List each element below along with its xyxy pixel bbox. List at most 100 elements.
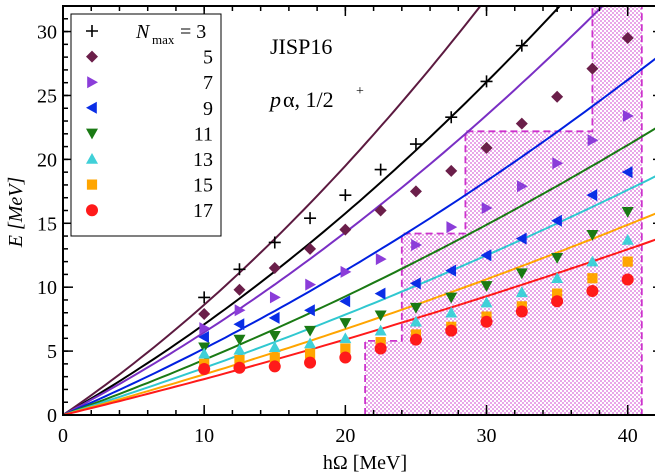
- data-point-nmax-5: [515, 117, 528, 130]
- data-point-nmax-9: [233, 318, 245, 331]
- data-point-nmax-13: [233, 343, 246, 355]
- data-point-nmax-13: [445, 306, 458, 318]
- data-point-nmax-15: [622, 256, 633, 267]
- x-tick-label: 40: [618, 425, 638, 447]
- data-point-nmax-17: [515, 305, 528, 318]
- data-point-nmax-5: [233, 283, 246, 296]
- data-point-nmax-11: [409, 302, 422, 314]
- fit-line-nmax-9: [63, 57, 655, 415]
- data-point-nmax-15: [340, 343, 351, 354]
- data-point-nmax-3: [409, 138, 422, 151]
- legend-label-nmax-7: 7: [203, 72, 213, 94]
- interaction-label: JISP16: [270, 34, 332, 59]
- data-point-nmax-3: [480, 75, 493, 88]
- data-point-nmax-5: [268, 262, 281, 275]
- y-tick-label: 0: [47, 405, 57, 427]
- data-point-nmax-3: [339, 189, 352, 202]
- data-point-nmax-5: [480, 141, 493, 154]
- legend-header: N: [135, 21, 151, 43]
- fit-line-nmax-13: [63, 175, 655, 415]
- data-point-nmax-3: [551, 6, 564, 12]
- data-point-nmax-17: [445, 324, 458, 337]
- data-point-nmax-9: [515, 232, 527, 245]
- data-point-nmax-3: [445, 111, 458, 124]
- y-tick-label: 5: [47, 341, 57, 363]
- legend-marker-nmax-15: [86, 179, 98, 190]
- shaded-region: [365, 6, 642, 415]
- data-point-nmax-3: [268, 236, 281, 249]
- data-point-nmax-17: [551, 295, 564, 308]
- data-point-nmax-13: [304, 337, 317, 349]
- data-point-nmax-13: [268, 341, 281, 353]
- legend-label-nmax-11: 11: [194, 123, 213, 145]
- data-point-nmax-15: [234, 354, 245, 366]
- data-point-nmax-5: [445, 164, 458, 177]
- data-point-nmax-11: [586, 229, 599, 241]
- data-point-nmax-9: [374, 287, 386, 300]
- data-point-nmax-9: [551, 214, 562, 227]
- legend-box: [70, 13, 222, 237]
- fit-line-nmax-7: [63, 6, 605, 415]
- data-point-nmax-5: [621, 31, 634, 44]
- legend-label-nmax-15: 15: [193, 175, 213, 197]
- data-point-nmax-11: [551, 252, 564, 264]
- fit-line-nmax-11: [63, 127, 655, 415]
- data-point-nmax-17: [268, 360, 281, 373]
- data-point-nmax-17: [621, 273, 634, 286]
- data-point-nmax-15: [552, 288, 563, 299]
- shaded-region-layer: [364, 6, 643, 415]
- data-point-nmax-7: [234, 304, 246, 317]
- legend-marker-nmax-3: [86, 25, 98, 37]
- data-point-nmax-15: [375, 337, 386, 348]
- data-point-nmax-7: [481, 201, 493, 214]
- data-point-nmax-13: [480, 296, 493, 308]
- data-point-nmax-5: [339, 223, 352, 236]
- data-point-nmax-11: [304, 325, 317, 337]
- y-axis-title: E [MeV]: [5, 177, 27, 249]
- data-point-nmax-13: [374, 324, 387, 336]
- x-tick-label: 30: [477, 425, 497, 447]
- legend-header-sub: max: [152, 32, 175, 47]
- data-point-nmax-17: [480, 315, 493, 328]
- data-point-nmax-13: [339, 332, 352, 344]
- data-point-nmax-5: [198, 308, 211, 321]
- legend-label-nmax-5: 5: [203, 47, 213, 69]
- legend-marker-nmax-7: [87, 76, 98, 89]
- data-point-nmax-17: [198, 362, 211, 375]
- legend-label-nmax-9: 9: [203, 98, 213, 120]
- data-point-nmax-7: [199, 322, 211, 335]
- data-point-nmax-3: [198, 291, 211, 304]
- data-point-nmax-15: [269, 352, 280, 363]
- y-tick-label: 30: [37, 22, 57, 44]
- data-point-nmax-13: [586, 255, 599, 267]
- data-point-nmax-7: [622, 109, 634, 122]
- data-point-nmax-11: [621, 206, 634, 218]
- y-tick-label: 15: [37, 213, 57, 235]
- data-point-nmax-11: [445, 292, 458, 304]
- data-point-nmax-5: [409, 185, 422, 198]
- data-point-nmax-13: [515, 286, 528, 298]
- fit-line-nmax-17: [63, 238, 655, 415]
- data-point-nmax-13: [409, 315, 422, 327]
- data-point-nmax-9: [409, 277, 421, 290]
- data-point-nmax-9: [445, 264, 457, 277]
- data-point-nmax-15: [304, 348, 316, 359]
- data-points-layer: [198, 6, 634, 375]
- data-point-nmax-13: [551, 272, 564, 284]
- data-point-nmax-9: [339, 295, 351, 308]
- data-point-nmax-11: [233, 334, 246, 346]
- data-point-nmax-3: [304, 212, 317, 225]
- y-tick-label: 20: [37, 149, 57, 171]
- x-tick-label: 20: [335, 425, 355, 447]
- data-point-nmax-17: [233, 361, 246, 374]
- x-tick-label: 10: [194, 425, 214, 447]
- data-point-nmax-9: [268, 311, 280, 324]
- data-point-nmax-9: [198, 331, 209, 344]
- y-tick-label: 25: [37, 85, 57, 107]
- data-point-nmax-5: [551, 90, 564, 103]
- axis-ticks-layer: 0 10 20 30 40 0 5 10 15 20 25 30: [37, 5, 655, 447]
- x-axis-title: hΩ [MeV]: [323, 452, 407, 474]
- data-point-nmax-7: [552, 157, 564, 170]
- legend-marker-nmax-11: [86, 128, 98, 140]
